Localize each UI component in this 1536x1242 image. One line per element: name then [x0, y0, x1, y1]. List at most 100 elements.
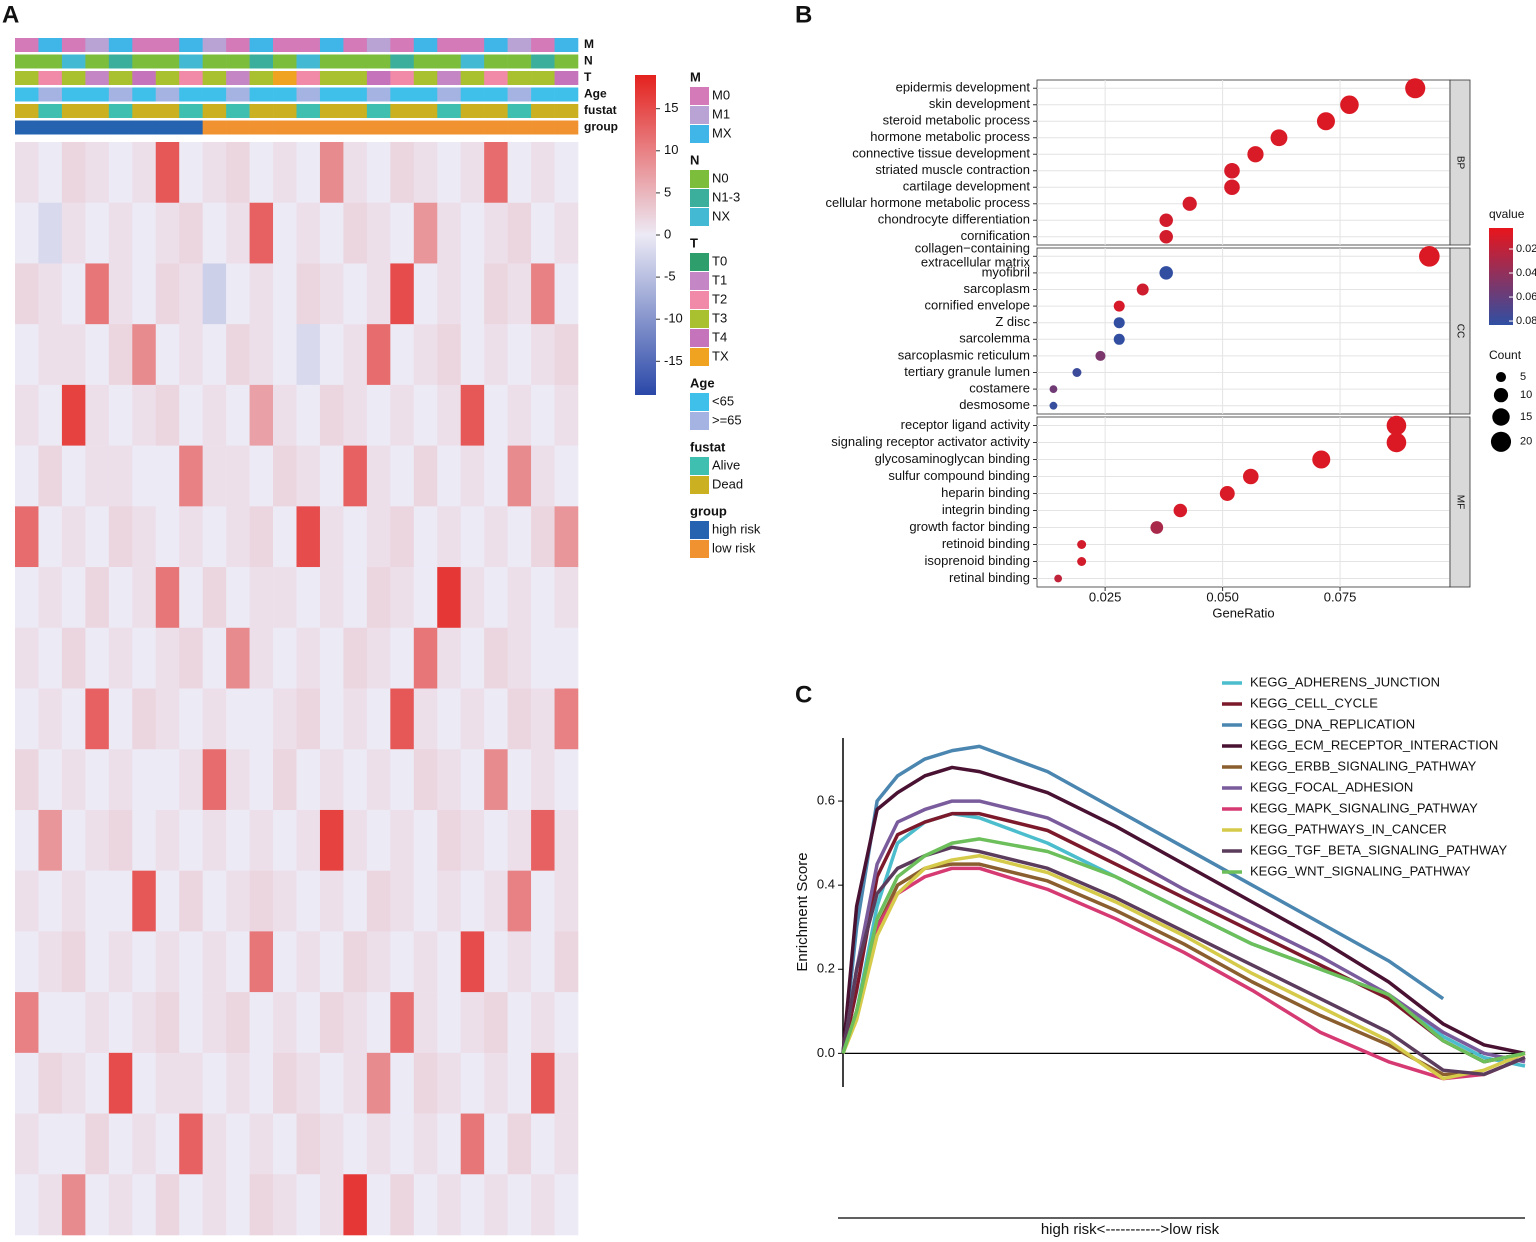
heatmap-cell	[273, 384, 297, 446]
dot	[1270, 129, 1288, 147]
heatmap-cell	[319, 749, 344, 811]
annotation-cell	[296, 38, 321, 52]
heatmap-cell	[226, 263, 250, 325]
heatmap-cell	[202, 688, 227, 750]
heatmap-cell	[273, 931, 297, 993]
heatmap-cell	[155, 445, 180, 507]
heatmap-cell	[484, 263, 508, 325]
facet-label: CC	[1454, 324, 1465, 338]
facet-strip	[1449, 79, 1471, 246]
heatmap-cell	[108, 809, 133, 871]
category-label: integrin binding	[942, 502, 1030, 517]
heatmap-cell	[179, 324, 203, 386]
heatmap-cell	[61, 445, 86, 507]
heatmap-cell	[61, 142, 86, 204]
heatmap-cell	[273, 870, 297, 932]
heatmap-cell	[132, 809, 157, 871]
legend-title: group	[690, 503, 727, 518]
heatmap-cell	[366, 445, 391, 507]
heatmap-cell	[85, 142, 110, 204]
dot	[1054, 574, 1063, 583]
heatmap-cell	[202, 263, 227, 325]
facet-panel	[1036, 416, 1451, 588]
category-label: glycosaminoglycan binding	[875, 451, 1030, 466]
heatmap-cell	[319, 384, 344, 446]
annotation-cell	[484, 38, 508, 52]
heatmap-cell	[132, 202, 157, 264]
heatmap-cell	[531, 445, 555, 507]
heatmap-cell	[61, 809, 86, 871]
annotation-cell	[179, 120, 203, 135]
heatmap-cell	[155, 202, 180, 264]
heatmap-cell	[296, 870, 321, 932]
heatmap-cell	[343, 1174, 368, 1236]
legend-title: Count	[1489, 348, 1522, 362]
annotation-cell	[85, 120, 110, 135]
annotation-cell	[249, 71, 274, 85]
heatmap-cell	[296, 202, 321, 264]
annotation-cell	[413, 71, 438, 85]
heatmap-cell	[226, 324, 250, 386]
heatmap-cell	[554, 567, 579, 629]
annotation-cell	[155, 54, 180, 69]
heatmap-cell	[132, 749, 157, 811]
heatmap-cell	[85, 1174, 110, 1236]
heatmap-cell	[296, 263, 321, 325]
heatmap-cell	[554, 688, 579, 750]
annotation-cell	[554, 71, 579, 85]
heatmap-cell	[85, 809, 110, 871]
legend-title: N	[690, 152, 699, 167]
heatmap-cell	[249, 384, 274, 446]
heatmap-cell	[249, 445, 274, 507]
heatmap-cell	[38, 1174, 63, 1236]
heatmap-cell	[484, 506, 508, 568]
annotation-cell	[38, 38, 63, 52]
heatmap-cell	[319, 688, 344, 750]
annotation-cell	[484, 120, 508, 135]
annotation-cell	[531, 120, 555, 135]
heatmap-cell	[460, 870, 485, 932]
heatmap-cell	[15, 1113, 39, 1175]
annotation-cell	[554, 104, 579, 118]
heatmap-cell	[15, 142, 39, 204]
heatmap-cell	[15, 931, 39, 993]
annotation-cell	[179, 104, 203, 118]
heatmap-cell	[554, 992, 579, 1054]
legend-label: low risk	[712, 540, 756, 555]
legend-swatch	[690, 208, 709, 226]
category-label: epidermis development	[896, 80, 1031, 95]
heatmap-cell	[390, 324, 415, 386]
annotation-cell	[179, 38, 203, 52]
heatmap-cell	[437, 506, 462, 568]
heatmap-cell	[202, 567, 227, 629]
legend-label: T2	[712, 291, 727, 306]
annotation-cell	[226, 87, 250, 102]
heatmap-cell	[226, 749, 250, 811]
heatmap-cell	[61, 384, 86, 446]
dot	[1173, 503, 1188, 518]
heatmap-cell	[15, 506, 39, 568]
heatmap-cell	[554, 627, 579, 689]
annotation-cell	[132, 71, 157, 85]
heatmap-cell	[507, 688, 532, 750]
heatmap-cell	[437, 809, 462, 871]
annotation-cell	[343, 87, 368, 102]
annotation-cell	[366, 104, 391, 118]
heatmap-cell	[132, 1113, 157, 1175]
dot	[1242, 468, 1259, 485]
annotation-cell	[273, 104, 297, 118]
heatmap-cell	[155, 992, 180, 1054]
annotation-cell	[85, 104, 110, 118]
heatmap-cell	[273, 445, 297, 507]
heatmap-cell	[390, 809, 415, 871]
dot	[1419, 245, 1440, 267]
heatmap-cell	[343, 931, 368, 993]
facet-strip	[1449, 247, 1471, 415]
annotation-cell	[132, 87, 157, 102]
heatmap-cell	[343, 506, 368, 568]
heatmap-cell	[319, 870, 344, 932]
heatmap-cell	[38, 202, 63, 264]
heatmap-cell	[460, 749, 485, 811]
category-label: sarcolemma	[959, 331, 1031, 346]
heatmap-cell	[155, 384, 180, 446]
